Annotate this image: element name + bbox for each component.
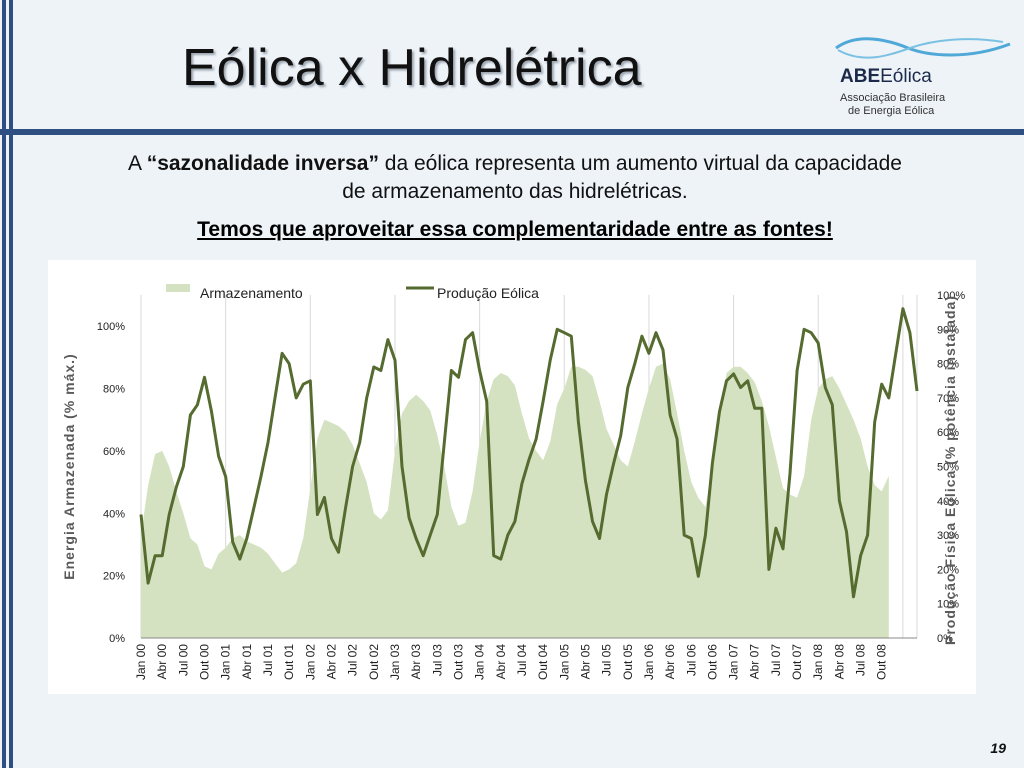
right-tick-label: 40% <box>937 496 959 508</box>
x-tick-label: Abr 05 <box>578 644 592 680</box>
intro-prefix: A <box>128 152 147 175</box>
x-tick-label: Jan 07 <box>727 644 741 680</box>
x-tick-label: Jul 08 <box>854 644 868 676</box>
intro-line-1: A “sazonalidade inversa” da eólica repre… <box>30 150 1000 178</box>
logo-brand-rest: Eólica <box>880 66 932 87</box>
left-tick-label: 0% <box>109 633 125 645</box>
right-tick-label: 10% <box>937 599 959 611</box>
right-tick-label: 90% <box>937 324 959 336</box>
x-tick-label: Out 05 <box>621 644 635 680</box>
legend-swatch-armazenamento <box>166 284 190 292</box>
left-tick-label: 80% <box>103 384 125 396</box>
chart-svg: 0% 20% 40% 60% 80% 100% 0% 10% 20% 30% 40% 50% 60% 70… <box>61 284 965 680</box>
right-tick-label: 60% <box>937 427 959 439</box>
right-tick-label: 80% <box>937 359 959 371</box>
x-tick-label: Jan 01 <box>219 644 233 680</box>
slide-title: Eólica x Hidrelétrica <box>182 39 642 97</box>
left-frame-bar <box>2 0 6 768</box>
right-tick-label: 50% <box>937 462 959 474</box>
legend-label-producao-eolica: Produção Eólica <box>437 285 539 301</box>
x-tick-label: Jul 01 <box>261 644 275 676</box>
x-tick-label: Jul 03 <box>430 644 444 676</box>
x-tick-label: Abr 08 <box>832 644 846 680</box>
x-tick-label: Abr 00 <box>155 644 169 680</box>
right-tick-label: 30% <box>937 530 959 542</box>
right-tick-label: 20% <box>937 564 959 576</box>
logo-subtitle-1: Associação Brasileira <box>840 92 946 104</box>
left-tick-label: 20% <box>103 571 125 583</box>
left-tick-label: 60% <box>103 446 125 458</box>
intro-rest: da eólica representa um aumento virtual … <box>378 152 902 175</box>
chart-container: 0% 20% 40% 60% 80% 100% 0% 10% 20% 30% 40% 50% 60% 70… <box>48 260 976 694</box>
abeeolica-logo: ABEEólica Associação Brasileira de Energ… <box>828 34 1018 124</box>
page-number: 19 <box>990 740 1006 756</box>
series-armazenamento-area <box>141 363 889 638</box>
x-tick-label: Jul 06 <box>684 644 698 676</box>
x-tick-label: Out 04 <box>536 644 550 680</box>
header-divider <box>0 129 1024 135</box>
intro-highlight: “sazonalidade inversa” <box>146 152 379 175</box>
logo-brand-bold: ABE <box>840 66 881 87</box>
x-tick-label: Abr 01 <box>240 644 254 680</box>
x-tick-label: Jul 00 <box>176 644 190 676</box>
left-axis-title: Energia Armazenada (% máx.) <box>61 353 77 579</box>
x-tick-label: Jan 06 <box>642 644 656 680</box>
x-tick-label: Abr 02 <box>324 644 338 680</box>
wave-logo-icon <box>835 37 1011 59</box>
x-tick-label: Out 07 <box>790 644 804 680</box>
x-tick-label: Out 00 <box>197 644 211 680</box>
intro-line-2: de armazenamento das hidrelétricas. <box>342 180 688 203</box>
right-axis-title: Produção Física Eólica (% potência insta… <box>942 295 958 645</box>
x-tick-label: Out 06 <box>705 644 719 680</box>
x-tick-label: Out 03 <box>451 644 465 680</box>
x-tick-label: Abr 06 <box>663 644 677 680</box>
logo-brand-text: ABEEólica <box>840 66 932 88</box>
x-tick-label: Jul 05 <box>600 644 614 676</box>
left-tick-label: 40% <box>103 508 125 520</box>
right-tick-label: 70% <box>937 393 959 405</box>
left-tick-label: 100% <box>97 321 125 333</box>
x-tick-label: Jan 02 <box>303 644 317 680</box>
x-tick-label: Jan 03 <box>388 644 402 680</box>
x-tick-label: Jan 08 <box>811 644 825 680</box>
x-tick-label: Jul 07 <box>769 644 783 676</box>
x-tick-label: Jan 04 <box>473 644 487 680</box>
x-tick-label: Out 02 <box>367 644 381 680</box>
x-tick-label: Jul 02 <box>346 644 360 676</box>
emphasis-statement: Temos que aproveitar essa complementarid… <box>197 218 833 241</box>
x-tick-label: Jul 04 <box>515 644 529 676</box>
right-tick-label: 100% <box>937 290 965 302</box>
x-tick-label: Jan 05 <box>557 644 571 680</box>
x-tick-label: Out 08 <box>875 644 889 680</box>
x-tick-label: Abr 03 <box>409 644 423 680</box>
x-tick-label: Abr 07 <box>748 644 762 680</box>
x-tick-label: Jan 00 <box>134 644 148 680</box>
logo-subtitle-2: de Energia Eólica <box>848 105 935 117</box>
x-tick-label: Out 01 <box>282 644 296 680</box>
left-frame-bar-inner <box>9 0 13 768</box>
legend-label-armazenamento: Armazenamento <box>200 285 303 301</box>
right-tick-label: 0% <box>937 633 953 645</box>
series-producao-eolica-line <box>139 307 919 599</box>
x-tick-label: Abr 04 <box>494 644 508 680</box>
